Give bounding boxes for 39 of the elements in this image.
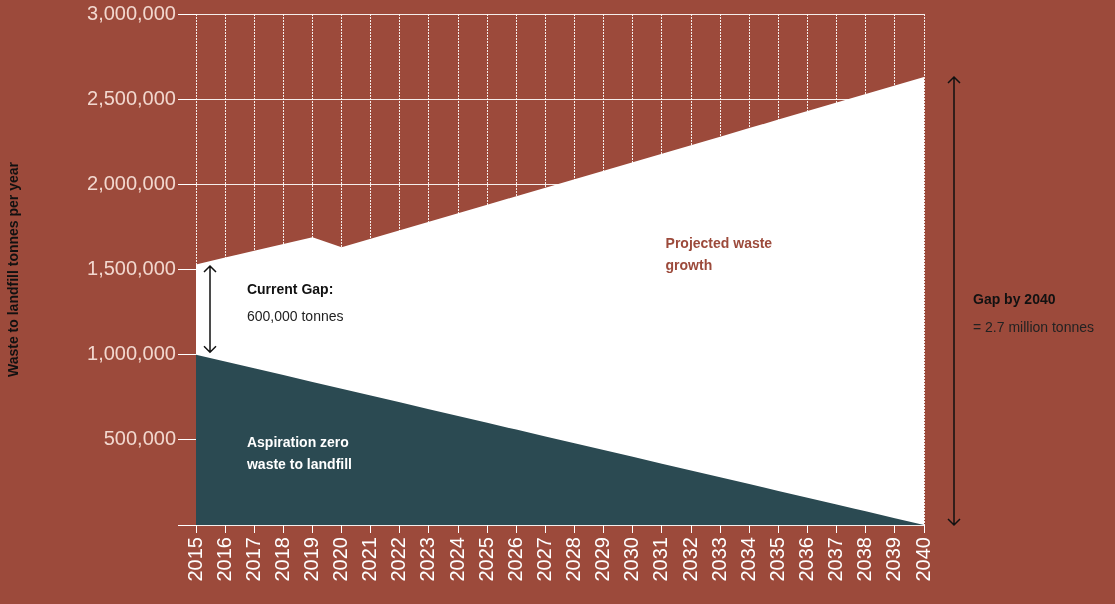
x-tick-label: 2018 xyxy=(270,537,293,582)
x-tick-label: 2032 xyxy=(678,537,701,582)
x-tick-label: 2026 xyxy=(503,537,526,582)
text: Gap by 2040 xyxy=(973,291,1056,308)
x-tick-label: 2023 xyxy=(416,537,439,582)
x-tick-label: 2039 xyxy=(882,537,905,582)
x-tick-label: 2027 xyxy=(532,537,555,582)
x-tick-label: 2038 xyxy=(853,537,876,582)
x-tick-label: 2040 xyxy=(911,537,934,582)
y-tick-label: 3,000,000 xyxy=(87,1,176,24)
series-label: Projected waste growth xyxy=(665,234,773,273)
x-tick-label: 2016 xyxy=(212,537,235,582)
x-tick-label: 2031 xyxy=(649,537,672,582)
x-tick-label: 2028 xyxy=(562,537,585,582)
x-tick-label: 2024 xyxy=(445,537,468,582)
x-tick-label: 2020 xyxy=(329,537,352,582)
y-tick-label: 1,000,000 xyxy=(87,342,176,365)
x-tick-label: 2022 xyxy=(387,537,410,582)
x-tick-label: 2037 xyxy=(824,537,847,582)
y-tick-label: 2,000,000 xyxy=(87,171,176,194)
x-tick-label: 2015 xyxy=(183,537,206,582)
series-label: Aspiration zero waste to landfill xyxy=(245,434,352,473)
x-tick-label: 2025 xyxy=(474,537,497,582)
x-tick-label: 2029 xyxy=(591,537,614,582)
x-tick-label: 2033 xyxy=(707,537,730,582)
x-tick-label: 2036 xyxy=(795,537,818,582)
x-tick-label: 2030 xyxy=(620,537,643,582)
y-tick-label: 2,500,000 xyxy=(87,86,176,109)
text: = 2.7 million tonnes xyxy=(973,318,1095,335)
annotation: Current Gap: xyxy=(246,280,334,297)
x-tick-label: 2019 xyxy=(300,537,322,582)
x-tick-label: 2034 xyxy=(736,537,759,582)
y-tick-label: 500,000 xyxy=(103,427,176,450)
x-tick-label: 2021 xyxy=(358,537,381,582)
x-tick-label: 2017 xyxy=(241,537,264,582)
y-axis-title: Waste to landfill tonnes per year xyxy=(5,161,22,377)
x-tick-label: 2035 xyxy=(765,537,788,582)
annotation: 600,000 tonnes xyxy=(246,308,344,325)
y-tick-label: 1,500,000 xyxy=(87,257,176,280)
